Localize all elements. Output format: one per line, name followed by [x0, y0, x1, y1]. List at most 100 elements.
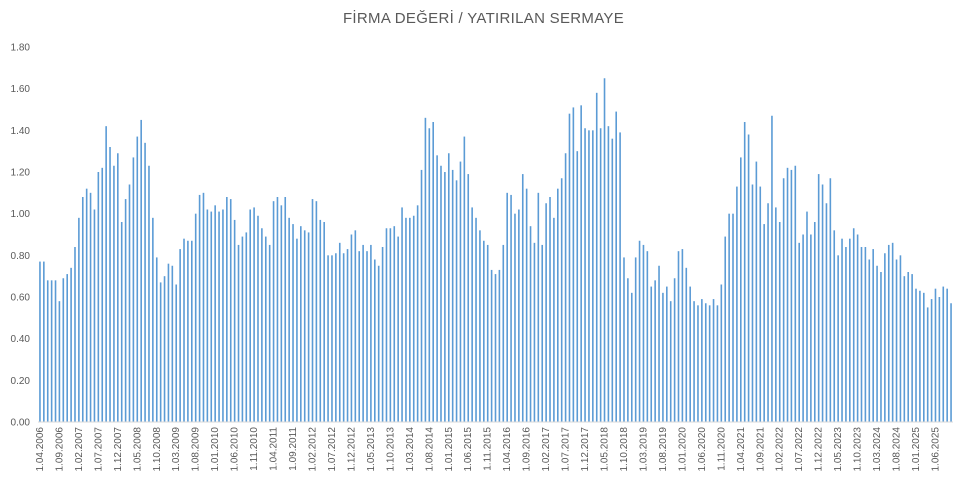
bar: [46, 280, 49, 422]
bar: [120, 222, 123, 422]
bar: [728, 213, 730, 422]
x-tick-label: 1.09.2021: [755, 427, 766, 472]
bar: [78, 217, 80, 422]
bar: [545, 203, 547, 422]
bar: [393, 226, 396, 422]
x-tick-label: 1.07.2012: [327, 427, 338, 472]
bar: [459, 161, 462, 422]
bar: [775, 207, 777, 422]
bar: [432, 122, 434, 422]
bar: [845, 247, 847, 422]
bar: [895, 259, 898, 422]
bar: [202, 192, 205, 422]
bar: [564, 153, 567, 422]
bar: [767, 203, 769, 422]
bar: [218, 211, 220, 422]
bar: [167, 263, 170, 422]
x-axis-ticks: 1.04.2006 1.09.2006 1.02.2007 1.07.2007 1.12…: [35, 427, 942, 472]
bar: [463, 136, 466, 422]
bar: [794, 165, 797, 422]
bar: [736, 186, 738, 422]
bar: [85, 188, 88, 422]
bar: [420, 169, 423, 422]
bar: [693, 301, 695, 422]
x-tick-label: 1.02.2007: [74, 427, 85, 472]
x-tick-label: 1.01.2025: [911, 427, 922, 472]
x-tick-label: 1.12.2007: [113, 427, 124, 472]
bar: [681, 249, 684, 422]
bar: [350, 234, 353, 422]
bar: [210, 211, 213, 422]
x-tick-label: 1.03.2009: [171, 427, 182, 472]
bar: [884, 253, 886, 422]
bar: [810, 234, 812, 422]
x-tick-label: 1.02.2017: [541, 427, 552, 472]
bar: [315, 201, 318, 422]
bar: [128, 184, 131, 422]
bar: [724, 236, 727, 422]
x-tick-label: 1.03.2014: [405, 427, 416, 472]
x-tick-label: 1.06.2015: [463, 427, 474, 472]
bar: [117, 153, 119, 422]
y-tick-label: 1.00: [11, 209, 31, 220]
bar: [852, 228, 855, 422]
bar: [903, 276, 906, 422]
bar: [300, 226, 302, 422]
bar: [444, 172, 446, 422]
bar: [518, 209, 520, 422]
bar: [93, 209, 96, 422]
bar: [327, 255, 329, 422]
x-tick-label: 1.06.2010: [230, 427, 241, 472]
bar: [276, 197, 279, 422]
bar: [740, 157, 742, 423]
x-tick-label: 1.10.2018: [619, 427, 630, 472]
bar: [397, 236, 399, 422]
x-tick-label: 1.04.2021: [736, 427, 747, 472]
bar: [447, 153, 450, 422]
bars: [39, 78, 952, 423]
bar: [782, 178, 785, 422]
bar: [619, 132, 621, 423]
bar: [183, 238, 185, 422]
bar: [837, 255, 839, 422]
bar: [194, 213, 197, 422]
bar: [58, 301, 61, 422]
bar: [701, 299, 703, 422]
bar: [362, 244, 364, 422]
bar: [942, 286, 945, 422]
bar: [245, 232, 248, 422]
bar: [498, 269, 501, 422]
bar: [708, 305, 711, 422]
bar: [74, 247, 76, 422]
bar: [494, 274, 497, 422]
bar: [54, 280, 57, 422]
x-tick-label: 1.09.2016: [522, 427, 533, 472]
bar: [934, 288, 937, 422]
bar: [821, 184, 824, 422]
x-tick-label: 1.04.2016: [502, 427, 513, 472]
bar: [483, 240, 485, 422]
bar: [553, 217, 555, 422]
x-tick-label: 1.11.2020: [716, 427, 727, 471]
bar: [689, 286, 691, 422]
bar: [319, 219, 322, 422]
y-tick-label: 0.80: [11, 251, 31, 262]
bar: [743, 122, 746, 422]
bar: [198, 194, 201, 422]
bar: [179, 249, 181, 422]
bar: [62, 278, 65, 422]
bar: [261, 228, 263, 422]
bar: [615, 111, 617, 422]
bar: [907, 272, 910, 422]
y-tick-label: 1.80: [11, 43, 31, 54]
x-tick-label: 1.09.2006: [54, 427, 65, 472]
x-tick-label: 1.05.2018: [600, 427, 611, 472]
bar: [580, 105, 582, 422]
bar: [506, 192, 508, 422]
bar: [880, 272, 882, 422]
bar: [790, 169, 793, 422]
bar: [409, 217, 411, 422]
bar: [864, 247, 867, 422]
bar: [623, 257, 625, 422]
